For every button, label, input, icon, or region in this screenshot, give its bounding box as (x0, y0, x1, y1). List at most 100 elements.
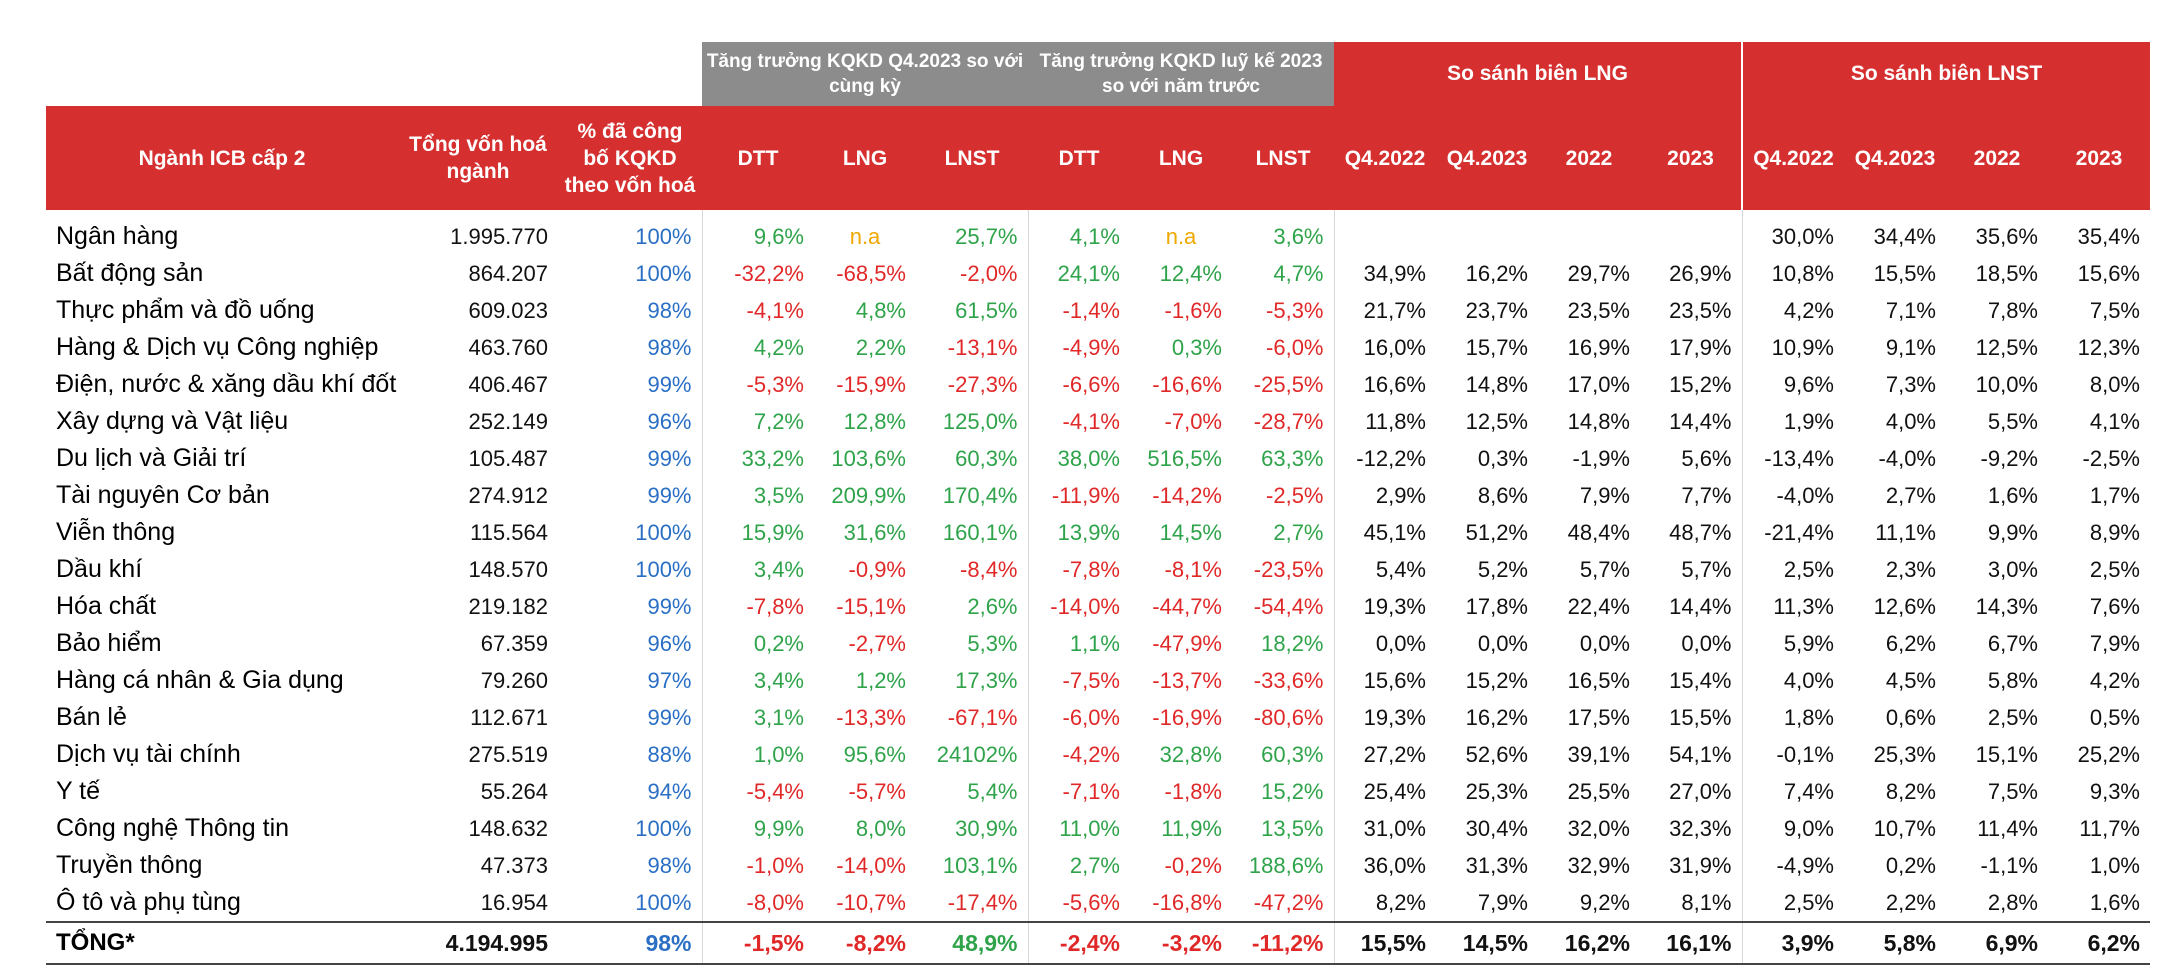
results-table: Tăng trưởng KQKD Q4.2023 so với cùng kỳ … (46, 42, 2150, 965)
lnst-margin-2022-cell: 6,7% (1987, 630, 2038, 656)
ytd-dtt-growth-cell: 38,0% (1027, 440, 1130, 477)
table-body: Ngân hàng 1.995.770 100% 9,6% n.a 25,7% 4,1% n.… (46, 210, 2150, 965)
lng-margin-2023-cell: 7,7% (1681, 482, 1732, 508)
ytd-lnst-growth-cell: -2,5% (1266, 482, 1324, 508)
lng-margin-q42023-cell: 8,6% (1477, 482, 1528, 508)
total-row: TỔNG* 4.194.995 98% -1,5% -8,2% 48,9% -2,4% -3,… (46, 921, 2150, 965)
lnst-margin-q42022-cell: 9,6% (1741, 366, 1844, 403)
q4-lng-growth-cell: -5,7% (848, 778, 906, 804)
lng-margin-q42022-cell: 15,5% (1333, 921, 1436, 965)
q4-lnst-growth-cell: 24102% (936, 741, 1018, 767)
lnst-margin-q42023-cell: 4,0% (1885, 408, 1936, 434)
lng-margin-2023-cell: 17,9% (1669, 334, 1732, 360)
lnst-margin-q42022-cell: 1,9% (1741, 403, 1844, 440)
q4-lng-growth-cell: -0,9% (848, 556, 906, 582)
table-row: Truyền thông 47.373 98% -1,0% -14,0% 103,1% 2,… (46, 847, 2150, 884)
col-header-q4-lnst: LNST (916, 106, 1028, 210)
lnst-margin-2022-cell: 2,8% (1987, 889, 2038, 915)
lng-margin-2022-cell: 9,2% (1579, 889, 1630, 915)
ytd-lng-growth-cell: -14,2% (1152, 482, 1222, 508)
q4-dtt-growth-cell: -32,2% (701, 255, 814, 292)
reported-pct-cell: 94% (647, 778, 692, 804)
ytd-dtt-growth-cell: -4,9% (1027, 329, 1130, 366)
q4-dtt-growth-cell: -5,3% (701, 366, 814, 403)
table-row: Điện, nước & xăng dầu khí đốt 406.467 99% -… (46, 366, 2150, 403)
reported-pct-cell: 96% (647, 408, 692, 434)
lng-margin-q42023-cell: 30,4% (1465, 815, 1528, 841)
market-cap-cell: 463.760 (468, 334, 548, 360)
q4-lng-growth-cell: 12,8% (843, 408, 906, 434)
ytd-lng-growth-cell: -47,9% (1152, 630, 1222, 656)
lng-margin-2023-cell: 27,0% (1669, 778, 1732, 804)
market-cap-cell: 148.570 (468, 556, 548, 582)
lnst-margin-2022-cell: 12,5% (1975, 334, 2038, 360)
lng-margin-q42022-cell: 19,3% (1333, 588, 1436, 625)
q4-lnst-growth-cell: -13,1% (947, 334, 1018, 360)
lnst-margin-2022-cell: 1,6% (1987, 482, 2038, 508)
q4-lnst-growth-cell: 60,3% (955, 445, 1018, 471)
q4-dtt-growth-cell: 0,2% (701, 625, 814, 662)
lnst-margin-2023-cell: 9,3% (2089, 778, 2140, 804)
lnst-margin-2022-cell: 5,8% (1987, 667, 2038, 693)
lnst-margin-q42022-cell: 5,9% (1741, 625, 1844, 662)
ytd-lnst-growth-cell: 188,6% (1248, 852, 1324, 878)
reported-pct-cell: 100% (635, 556, 692, 582)
q4-lnst-growth-cell: 61,5% (955, 297, 1018, 323)
lng-margin-q42022-cell: 34,9% (1333, 255, 1436, 292)
ytd-dtt-growth-cell: -11,9% (1027, 477, 1130, 514)
lng-margin-2023-cell (1640, 210, 1742, 255)
ytd-lng-growth-cell: -1,8% (1164, 778, 1222, 804)
table-row: Dầu khí 148.570 100% 3,4% -0,9% -8,4% -7,8% -8,… (46, 551, 2150, 588)
lnst-margin-q42023-cell: 6,2% (1885, 630, 1936, 656)
col-header-ytd-lng: LNG (1130, 106, 1232, 210)
q4-dtt-growth-cell: -5,4% (701, 773, 814, 810)
group-header-ytd-growth: Tăng trưởng KQKD luỹ kế 2023 so với năm … (1028, 42, 1334, 106)
lng-margin-q42023-cell: 51,2% (1465, 519, 1528, 545)
lng-margin-q42022-cell: 19,3% (1333, 699, 1436, 736)
ytd-lnst-growth-cell: 15,2% (1261, 778, 1324, 804)
q4-lng-growth-cell: n.a (849, 223, 881, 249)
lnst-margin-q42022-cell: -4,9% (1741, 847, 1844, 884)
lng-margin-q42022-cell: 15,6% (1333, 662, 1436, 699)
ytd-lnst-growth-cell: 13,5% (1261, 815, 1324, 841)
sector-name-cell: Bán lẻ (56, 703, 127, 731)
lnst-margin-q42023-cell: 5,8% (1844, 921, 1946, 965)
lnst-margin-q42023-cell: 4,5% (1885, 667, 1936, 693)
q4-lng-growth-cell: 2,2% (855, 334, 906, 360)
market-cap-cell: 274.912 (468, 482, 548, 508)
lnst-margin-q42022-cell: 9,0% (1741, 810, 1844, 847)
q4-dtt-growth-cell: -7,8% (701, 588, 814, 625)
sector-name-cell: Tài nguyên Cơ bản (56, 481, 270, 509)
ytd-lnst-growth-cell: 18,2% (1261, 630, 1324, 656)
lnst-margin-2022-cell: 7,5% (1987, 778, 2038, 804)
lng-margin-2023-cell: 5,7% (1681, 556, 1732, 582)
lnst-margin-2023-cell: 7,5% (2089, 297, 2140, 323)
ytd-dtt-growth-cell: 4,1% (1027, 210, 1130, 255)
lnst-margin-2023-cell: 4,1% (2089, 408, 2140, 434)
lng-margin-q42023-cell: 14,5% (1436, 921, 1538, 965)
reported-pct-cell: 100% (635, 223, 692, 249)
lnst-margin-q42022-cell: 3,9% (1741, 921, 1844, 965)
q4-lng-growth-cell: 209,9% (831, 482, 906, 508)
lng-margin-q42023-cell: 14,8% (1465, 371, 1528, 397)
table-row: Thực phẩm và đồ uống 609.023 98% -4,1% 4,8% 6… (46, 292, 2150, 329)
q4-dtt-growth-cell: -8,0% (701, 884, 814, 922)
lng-margin-2023-cell: 16,1% (1640, 921, 1742, 965)
col-header-lnst-q42022: Q4.2022 (1741, 106, 1844, 210)
lng-margin-q42023-cell: 16,2% (1465, 260, 1528, 286)
lnst-margin-2023-cell: -2,5% (2082, 445, 2140, 471)
lnst-margin-2023-cell: 1,0% (2089, 852, 2140, 878)
lnst-margin-2023-cell: 11,7% (2079, 815, 2140, 841)
sector-name-cell: Dầu khí (56, 555, 143, 583)
q4-lnst-growth-cell: 2,6% (967, 593, 1018, 619)
lnst-margin-q42023-cell: 34,4% (1873, 223, 1936, 249)
ytd-dtt-growth-cell: -4,2% (1027, 736, 1130, 773)
ytd-dtt-growth-cell: -7,5% (1027, 662, 1130, 699)
lnst-margin-q42023-cell: 2,2% (1885, 889, 1936, 915)
market-cap-cell: 275.519 (468, 741, 548, 767)
lnst-margin-q42022-cell: -21,4% (1741, 514, 1844, 551)
ytd-lng-growth-cell: -8,1% (1164, 556, 1222, 582)
lnst-margin-2023-cell: 7,6% (2089, 593, 2140, 619)
lnst-margin-q42023-cell: 7,1% (1885, 297, 1936, 323)
lng-margin-q42023-cell: 25,3% (1465, 778, 1528, 804)
